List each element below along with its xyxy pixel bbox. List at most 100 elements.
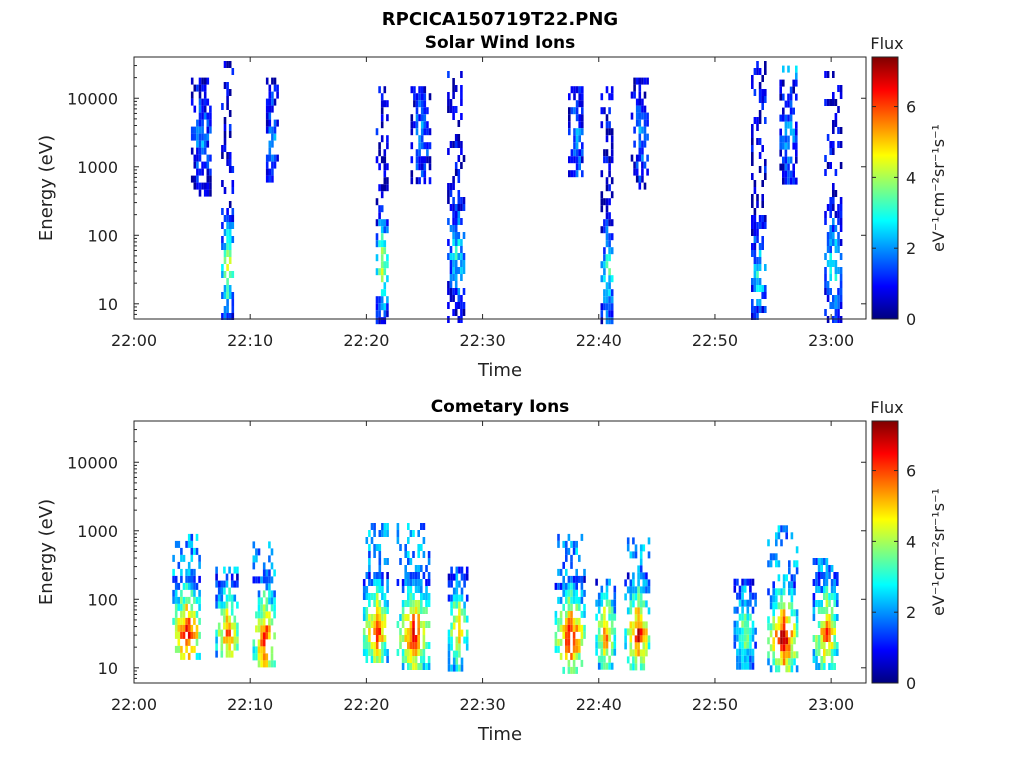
heatmap-cell	[790, 630, 794, 638]
heatmap-cell	[630, 154, 634, 162]
heatmap-cell	[600, 275, 604, 283]
heatmap-cell	[190, 547, 194, 555]
heatmap-cell	[458, 615, 461, 623]
heatmap-cell	[457, 302, 461, 309]
heatmap-cell	[375, 614, 379, 621]
heatmap-cell	[375, 656, 379, 663]
heatmap-cell	[460, 92, 463, 99]
heatmap-cell	[190, 147, 194, 155]
heatmap-cell	[758, 222, 762, 229]
heatmap-cell	[383, 170, 387, 178]
heatmap-cell	[823, 621, 826, 628]
heatmap-cell	[815, 586, 818, 593]
heatmap-cell	[758, 82, 762, 89]
heatmap-cell	[608, 247, 611, 255]
heatmap-cell	[386, 135, 389, 143]
heatmap-cell	[578, 93, 581, 101]
heatmap-cell	[751, 215, 754, 222]
heatmap-cell	[603, 655, 606, 663]
heatmap-cell	[779, 142, 782, 150]
heatmap-cell	[454, 85, 458, 92]
heatmap-cell	[782, 163, 785, 171]
heatmap-cell	[554, 617, 558, 625]
heatmap-cell	[608, 613, 611, 621]
heatmap-cell	[751, 82, 754, 89]
heatmap-cell	[597, 641, 601, 649]
heatmap-cell	[581, 114, 584, 122]
heatmap-cell	[647, 607, 651, 615]
heatmap-cell	[260, 646, 263, 654]
heatmap-cell	[373, 600, 376, 607]
heatmap-cell	[583, 603, 586, 611]
heatmap-cell	[565, 568, 568, 576]
heatmap-cell	[383, 289, 387, 297]
heatmap-cell	[746, 662, 750, 670]
heatmap-cell	[260, 618, 263, 626]
heatmap-cell	[221, 313, 224, 320]
heatmap-cell	[462, 155, 466, 162]
heatmap-cell	[780, 651, 783, 659]
heatmap-cell	[201, 126, 204, 134]
heatmap-cell	[195, 610, 199, 618]
heatmap-cell	[428, 156, 432, 164]
heatmap-cell	[746, 641, 750, 649]
heatmap-cell	[817, 642, 821, 649]
heatmap-cell	[777, 658, 781, 666]
heatmap-cell	[182, 631, 186, 639]
heatmap-cell	[836, 579, 839, 586]
heatmap-cell	[407, 642, 410, 649]
heatmap-cell	[447, 99, 450, 106]
burst-sw-3	[375, 86, 389, 325]
heatmap-cell	[575, 540, 578, 548]
heatmap-cell	[412, 649, 415, 656]
heatmap-cell	[832, 225, 835, 232]
heatmap-cell	[815, 663, 818, 670]
heatmap-cell	[378, 586, 382, 593]
heatmap-cell	[262, 660, 266, 668]
plot-frame	[133, 56, 867, 320]
heatmap-cell	[782, 114, 785, 122]
heatmap-cell	[412, 530, 415, 537]
x-tick-label: 22:20	[343, 695, 389, 714]
heatmap-cell	[386, 219, 389, 227]
heatmap-cell	[268, 98, 272, 106]
heatmap-cell	[233, 566, 237, 574]
heatmap-cell	[262, 653, 266, 661]
heatmap-cell	[452, 594, 456, 602]
heatmap-cell	[578, 135, 581, 143]
heatmap-cell	[223, 61, 227, 68]
heatmap-cell	[420, 128, 424, 136]
heatmap-cell	[610, 149, 614, 157]
heatmap-cell	[220, 643, 224, 651]
heatmap-cell	[380, 205, 384, 213]
heatmap-cell	[386, 310, 389, 318]
heatmap-cell	[236, 573, 239, 581]
heatmap-cell	[629, 600, 633, 608]
heatmap-cell	[255, 576, 258, 584]
heatmap-cell	[826, 288, 830, 295]
heatmap-cell	[826, 99, 830, 106]
heatmap-cell	[834, 274, 838, 281]
heatmap-cell	[452, 211, 455, 218]
heatmap-cell	[595, 613, 598, 621]
heatmap-cell	[362, 635, 366, 642]
heatmap-cell	[793, 630, 796, 638]
heatmap-cell	[749, 585, 752, 593]
heatmap-cell	[829, 260, 832, 267]
x-tick-label: 22:20	[343, 331, 389, 350]
heatmap-cell	[401, 663, 405, 670]
heatmap-cell	[608, 268, 611, 276]
heatmap-cell	[793, 574, 796, 582]
heatmap-cell	[637, 628, 640, 636]
heatmap-cell	[600, 613, 604, 621]
heatmap-cell	[638, 91, 642, 99]
heatmap-cell	[276, 84, 279, 92]
heatmap-cell	[375, 233, 379, 241]
heatmap-cell	[833, 649, 836, 656]
heatmap-cell	[749, 641, 752, 649]
heatmap-cell	[427, 600, 431, 607]
heatmap-cell	[836, 649, 839, 656]
heatmap-cell	[578, 624, 581, 632]
heatmap-cell	[362, 614, 366, 621]
heatmap-cell	[447, 218, 450, 225]
